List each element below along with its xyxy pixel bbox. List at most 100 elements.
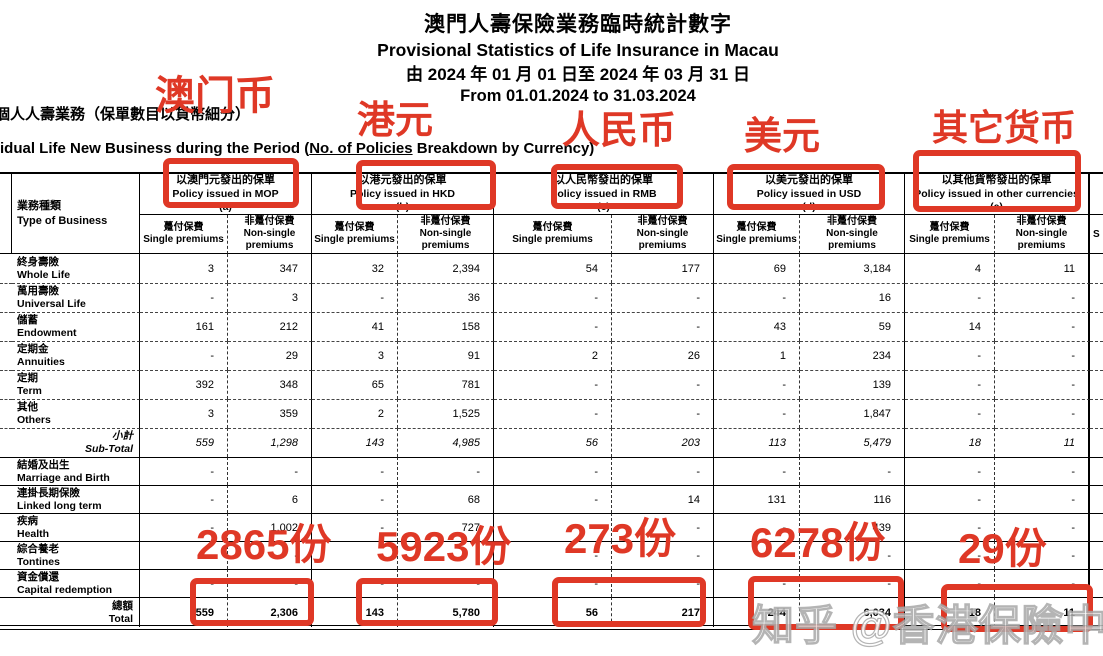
label-zh: 疾病: [17, 514, 38, 527]
cell: -: [140, 457, 228, 485]
cell: -: [995, 485, 1090, 513]
cell: -: [714, 513, 800, 541]
cell: 6: [228, 485, 312, 513]
cell: 212: [228, 312, 312, 341]
row-sliver: [0, 341, 12, 370]
cell: 559: [140, 597, 228, 627]
cell: -: [140, 513, 228, 541]
subheader-other-single: 躉付保費 Single premiums: [905, 215, 995, 254]
row-sliver: [0, 513, 12, 541]
row-label-sub-total: 小計 Sub-Total: [12, 428, 140, 457]
cell: 347: [228, 254, 312, 283]
cell: -: [312, 457, 398, 485]
corner-sliver: [0, 174, 12, 254]
cell: 18: [905, 428, 995, 457]
label-en: Tontines: [17, 555, 60, 568]
nonsingle-en: Non-single premiums: [243, 228, 296, 251]
subtitle-en-underlined: No. of Policies: [309, 140, 413, 157]
row-label-marriage-and-birth: 結婚及出生 Marriage and Birth: [12, 457, 140, 485]
row-sliver: [0, 485, 12, 513]
row-label-term: 定期 Term: [12, 370, 140, 399]
cell: -: [612, 569, 714, 597]
group-other-en: Policy issued in other currencies: [914, 187, 1079, 200]
cell: -: [714, 370, 800, 399]
subtitle-en-suffix: Breakdown by Currency): [412, 140, 595, 157]
cell: 3,184: [800, 254, 905, 283]
row-label-annuities: 定期金 Annuities: [12, 341, 140, 370]
row-sliver: [1090, 597, 1103, 627]
cell: -: [140, 541, 228, 569]
cell: -: [800, 541, 905, 569]
single-en: Single premiums: [143, 234, 224, 245]
cell: 3: [312, 341, 398, 370]
cell: -: [905, 370, 995, 399]
cell: -: [612, 370, 714, 399]
title-block: 澳門人壽保險業務臨時統計數字 Provisional Statistics of…: [278, 12, 878, 107]
annotation-box-total-usd: [748, 576, 904, 630]
cell: -: [494, 457, 612, 485]
row-sliver: [1090, 485, 1103, 513]
annotation-box-header-usd: [727, 164, 885, 210]
label-zh: 定期: [17, 372, 38, 385]
cell: -: [905, 513, 995, 541]
cell: 234: [800, 341, 905, 370]
group-header-mop: 以澳門元發出的保單 Policy issued in MOP (a): [140, 174, 312, 215]
currency-annotation-mop: 澳门币: [155, 74, 275, 118]
label-zh: 綜合養老: [17, 542, 59, 555]
cell: 3: [140, 254, 228, 283]
cell: 14: [612, 485, 714, 513]
label-en: Whole Life: [17, 268, 71, 281]
cell: -: [905, 399, 995, 428]
row-sliver: [0, 312, 12, 341]
count-annotation-rmb: 273份: [564, 515, 677, 562]
label-zh: 資金償還: [17, 570, 59, 583]
cell: 143: [312, 428, 398, 457]
subheader-hkd-single: 躉付保費 Single premiums: [312, 215, 398, 254]
cell: 18: [905, 597, 995, 627]
label-zh: 連掛長期保險: [17, 486, 80, 499]
annotation-box-header-mop: [163, 158, 299, 208]
cell: 1,002: [228, 513, 312, 541]
currency-annotation-usd: 美元: [744, 116, 821, 158]
cell: -: [995, 341, 1090, 370]
cell: -: [714, 399, 800, 428]
cell: -: [905, 283, 995, 312]
row-sliver: [0, 370, 12, 399]
subheader-mop-single: 躉付保費 Single premiums: [140, 215, 228, 254]
cell: -: [995, 399, 1090, 428]
cell: 2: [312, 399, 398, 428]
label-zh: 結婚及出生: [17, 458, 70, 471]
cell: -: [995, 513, 1090, 541]
cell: 158: [398, 312, 494, 341]
cell: 5,479: [800, 428, 905, 457]
cell: -: [612, 541, 714, 569]
label-zh: 定期金: [17, 343, 49, 356]
row-sliver: [1090, 283, 1103, 312]
label-zh: 其他: [17, 401, 38, 414]
cell: -: [140, 485, 228, 513]
row-sliver: [1090, 341, 1103, 370]
label-en: Capital redemption: [17, 583, 113, 596]
annotation-box-total-rmb: [552, 577, 706, 627]
label-en: Health: [17, 527, 50, 540]
group-mop-zh: 以澳門元發出的保單: [176, 174, 275, 187]
nonsingle-zh: 非躉付保費: [827, 216, 877, 227]
group-hkd-zh: 以港元發出的保單: [358, 174, 447, 187]
row-label-linked-long-term: 連掛長期保險 Linked long term: [12, 485, 140, 513]
cell: 69: [714, 254, 800, 283]
label-zh: 終身壽險: [17, 255, 59, 268]
cell: 54: [494, 254, 612, 283]
row-label-endowment: 儲蓄 Endowment: [12, 312, 140, 341]
cell: 781: [398, 370, 494, 399]
label-en: Linked long term: [17, 499, 102, 512]
single-zh: 躉付保費: [334, 222, 375, 233]
currency-annotation-rmb: 人民币: [562, 110, 677, 152]
subheader-hkd-nonsingle: 非躉付保費 Non-single premiums: [398, 215, 494, 254]
row-sliver: [1090, 370, 1103, 399]
label-en: Marriage and Birth: [17, 471, 110, 484]
cell: -: [494, 283, 612, 312]
annotation-box-header-rmb: [551, 164, 683, 209]
annotation-box-total-mop: [190, 578, 314, 626]
cell: -: [494, 485, 612, 513]
cell: 727: [398, 513, 494, 541]
